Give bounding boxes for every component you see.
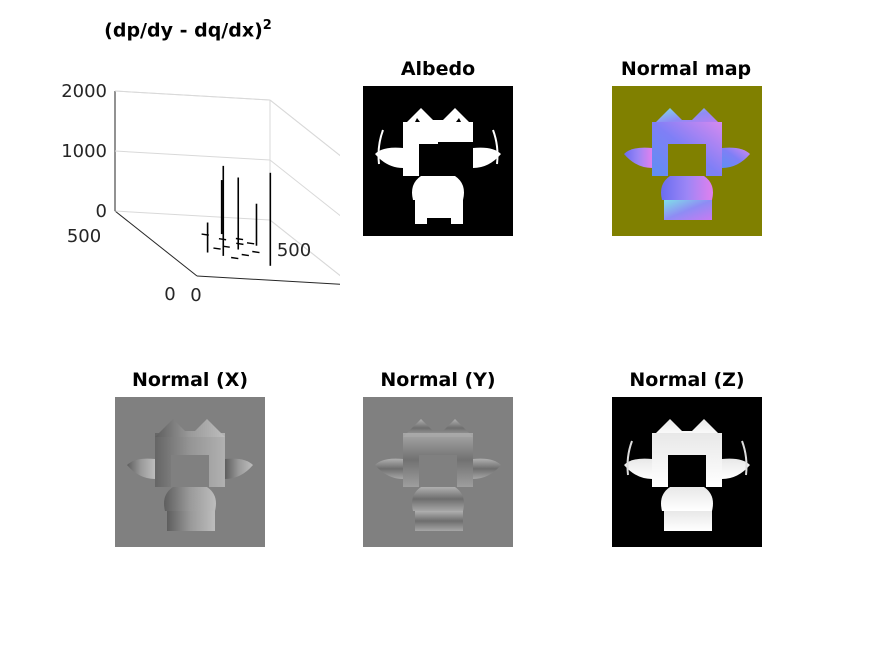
normal-z-figure [624,419,750,531]
floor-mark-5 [241,253,249,257]
normal-map-image [612,86,762,236]
z-gridline [269,99,340,157]
y-tick-label: 0 [190,285,201,306]
floor-mark-6 [231,256,239,260]
floor-mark-0 [201,233,209,236]
surface-axes-box [114,90,340,285]
surface-data-marks [201,165,272,266]
normal-x-figure [127,419,253,531]
z-tick-label: 0 [96,201,107,222]
floor-mark-3 [222,245,230,248]
z-tick-label: 2000 [61,81,107,102]
surface-title: (dp/dy - dq/dx)2 [78,18,298,41]
surface-plot: 0 1000 2000 0 500 0 500 [61,81,340,306]
floor-mark-7 [246,242,255,245]
normal-y-title: Normal (Y) [380,369,496,391]
y-gridline [269,219,340,277]
normal-y-figure [375,419,501,531]
floor-mark-4 [252,250,260,254]
floor-back-edge [114,210,271,221]
normal-map-figure [624,108,750,220]
normal-y-image [363,397,513,547]
z-tick-label: 1000 [61,141,107,162]
y-axis-line [196,275,340,285]
normal-x-title: Normal (X) [131,369,249,391]
z-gridline [114,150,271,161]
normal-map-title: Normal map [620,58,752,80]
floor-mark-2 [236,242,244,246]
x-axis-line [114,210,198,277]
y-tick-label: 500 [277,240,311,261]
normal-z-image [612,397,762,547]
floor-mark-8 [213,247,221,250]
x-tick-label: 0 [164,284,175,305]
albedo-image [363,86,513,236]
surface-tick-labels: 0 1000 2000 0 500 0 500 [61,81,311,306]
z-gridline [114,90,271,101]
normal-z-title: Normal (Z) [629,369,745,391]
x-tick-label: 500 [67,226,101,247]
top-right-edge [269,99,340,157]
albedo-title: Albedo [400,58,476,80]
floor-mark-9 [235,237,244,241]
surface-title-superscript: 2 [262,18,272,33]
normal-x-image [115,397,265,547]
surface-title-text: (dp/dy - dq/dx) [104,19,263,42]
z-gridline [269,159,340,217]
floor-mark-1 [218,238,227,241]
albedo-figure [375,108,501,224]
